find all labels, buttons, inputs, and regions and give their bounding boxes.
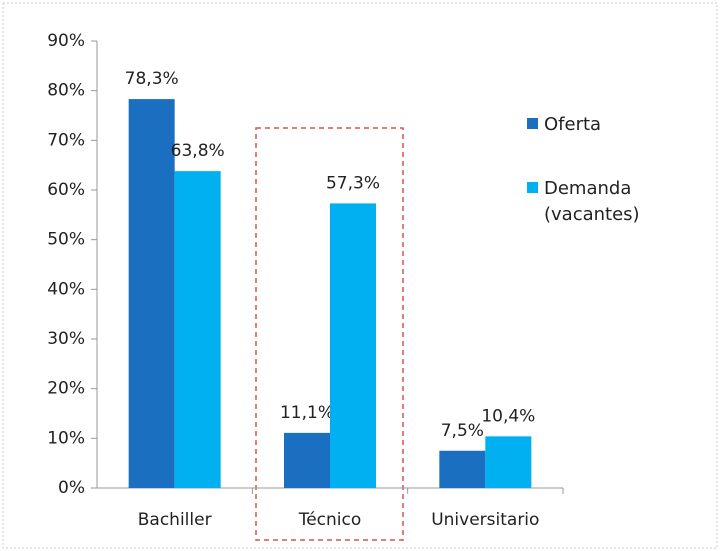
legend-label: Demanda (vacantes) bbox=[544, 178, 640, 225]
legend-swatch bbox=[527, 182, 538, 193]
y-tick-label: 90% bbox=[47, 31, 85, 51]
bar bbox=[174, 171, 221, 489]
legend-item: Oferta bbox=[527, 112, 674, 138]
bar bbox=[485, 436, 532, 488]
y-tick-label: 30% bbox=[47, 329, 85, 349]
x-tick-label: Bachiller bbox=[138, 510, 212, 530]
x-tick-label: Técnico bbox=[298, 510, 362, 530]
x-tick-label: Universitario bbox=[431, 510, 539, 530]
legend-item: Demanda (vacantes) bbox=[527, 176, 674, 228]
y-tick-label: 80% bbox=[47, 81, 85, 101]
bar bbox=[439, 450, 486, 488]
data-label: 10,4% bbox=[481, 406, 535, 426]
bar bbox=[128, 99, 175, 489]
highlight-box bbox=[255, 127, 404, 541]
y-tick-label: 40% bbox=[47, 279, 85, 299]
y-tick-label: 50% bbox=[47, 230, 85, 250]
data-label: 57,3% bbox=[326, 173, 380, 193]
y-tick-label: 20% bbox=[47, 379, 85, 399]
y-tick-label: 60% bbox=[47, 180, 85, 200]
bar bbox=[284, 432, 330, 488]
data-label: 11,1% bbox=[280, 403, 334, 423]
y-tick-label: 0% bbox=[58, 478, 85, 498]
legend-swatch bbox=[527, 118, 538, 129]
data-label: 78,3% bbox=[125, 69, 179, 89]
y-tick-label: 10% bbox=[47, 428, 85, 448]
bar bbox=[330, 203, 376, 488]
data-label: 63,8% bbox=[171, 141, 225, 161]
legend-label: Oferta bbox=[544, 114, 602, 135]
data-label: 7,5% bbox=[441, 421, 484, 441]
y-tick-label: 70% bbox=[47, 130, 85, 150]
